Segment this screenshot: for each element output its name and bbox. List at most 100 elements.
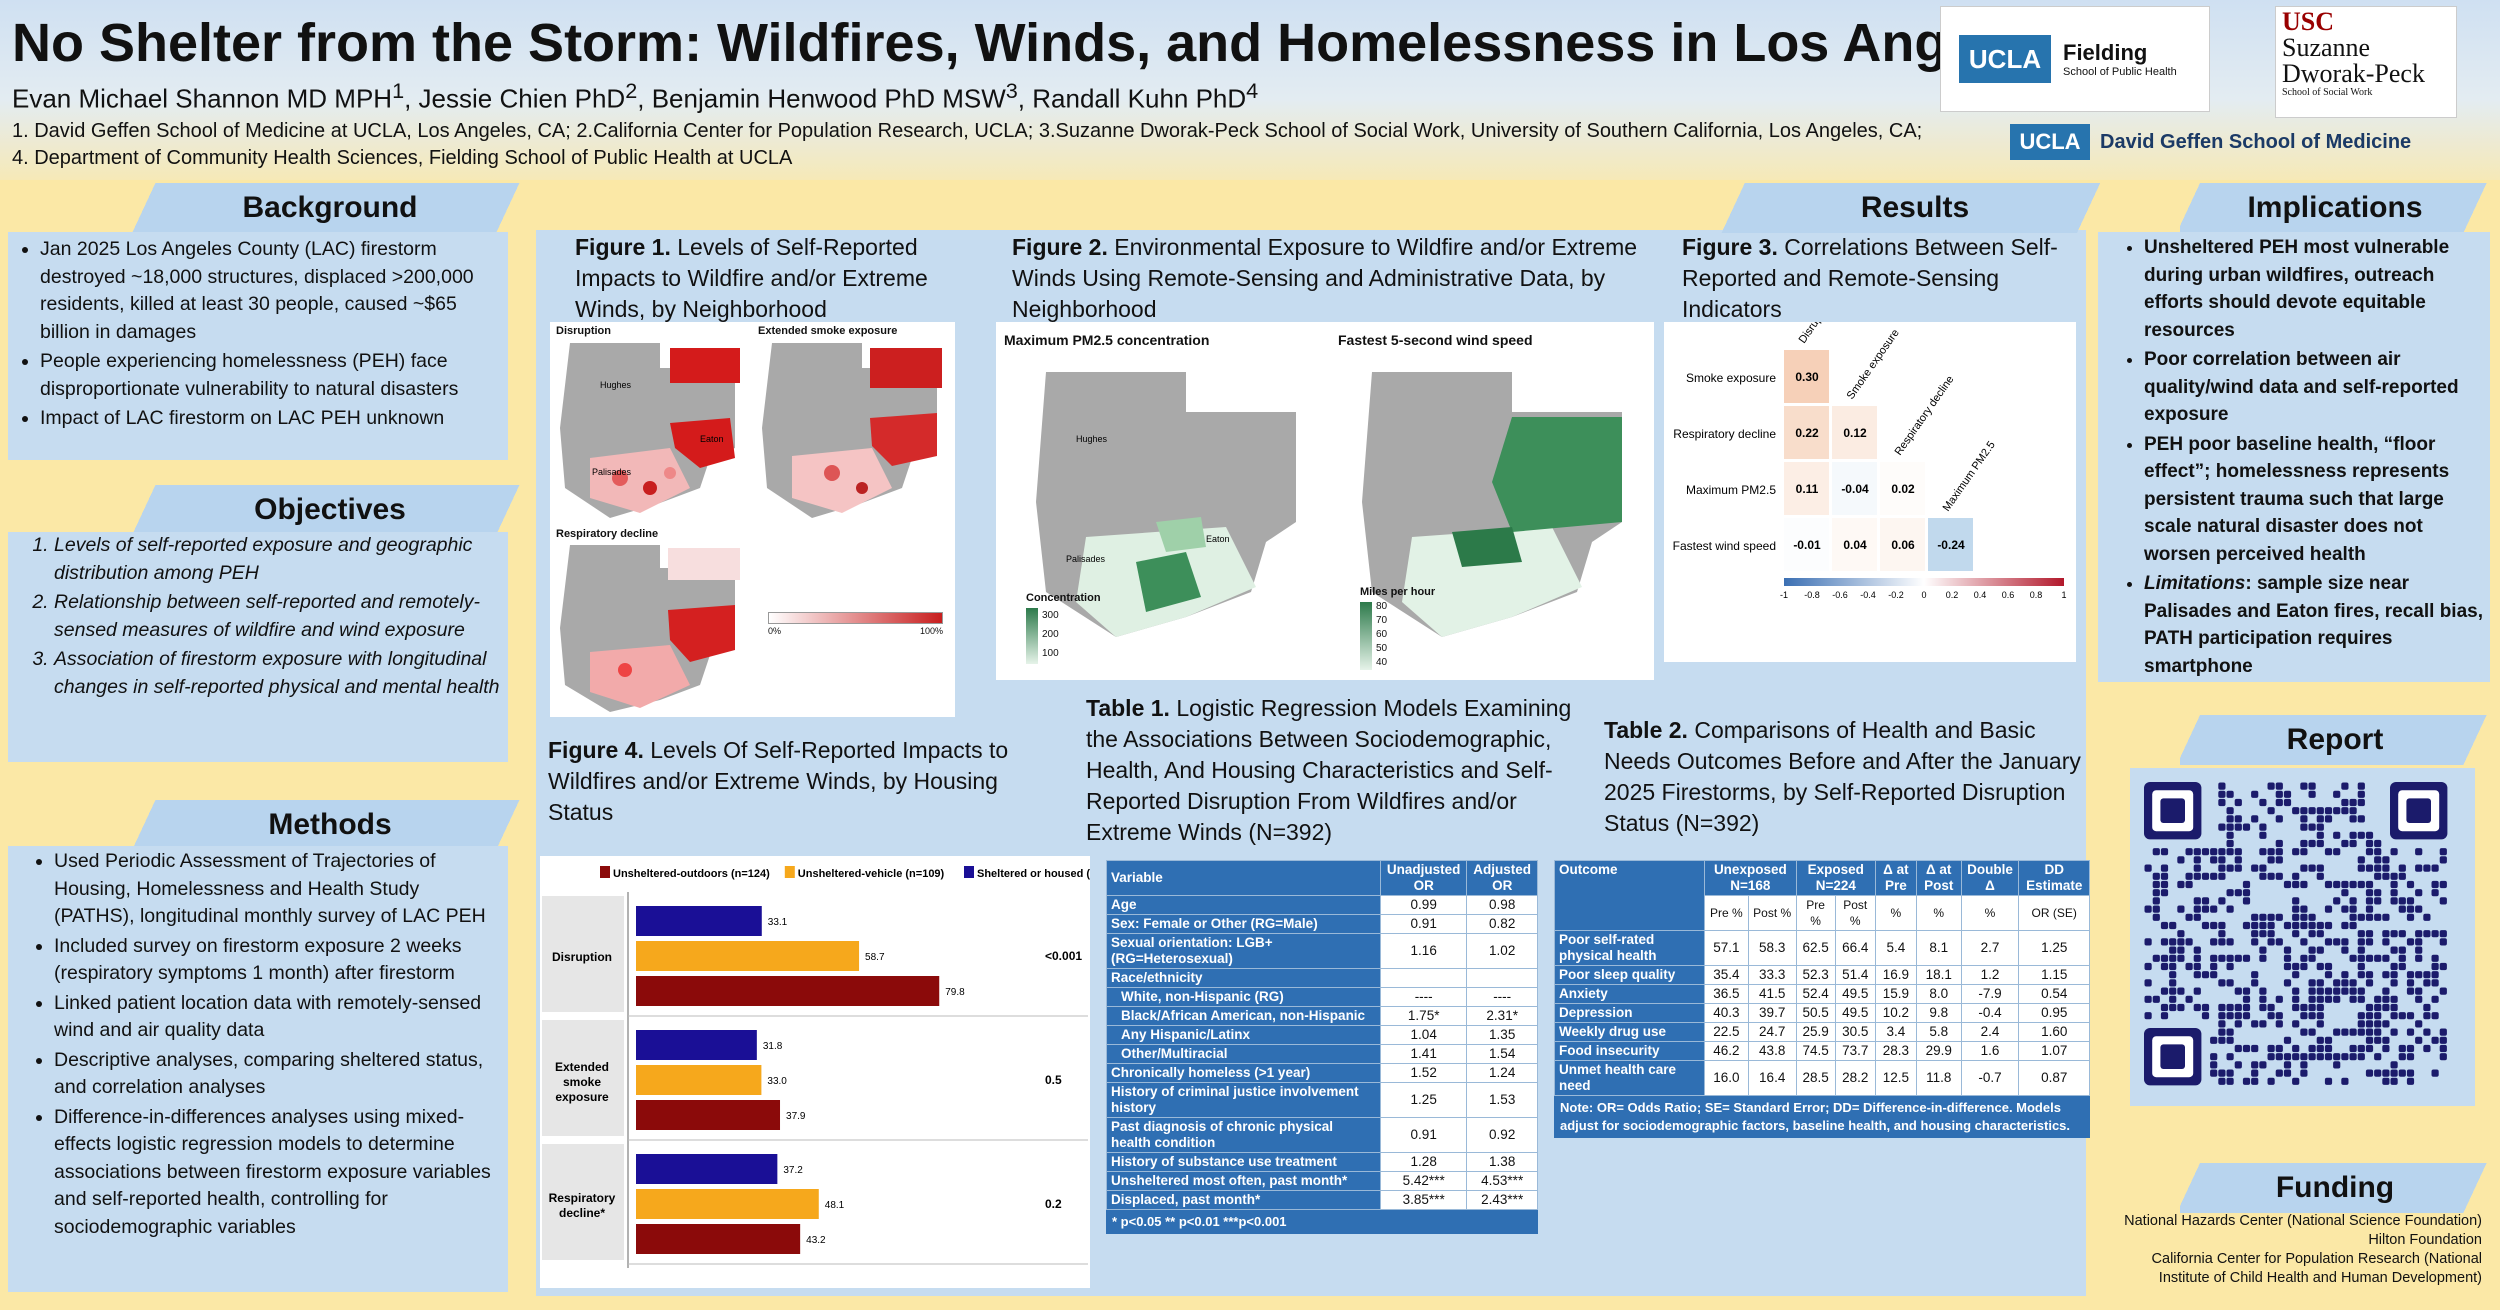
bar [636, 906, 762, 936]
objectives-list: Levels of self-reported exposure and geo… [14, 532, 502, 701]
smoke-exposure-map [762, 343, 942, 518]
heatmap-value: 0.04 [1843, 538, 1867, 552]
table-1-title: Table 1. Logistic Regression Models Exam… [1086, 695, 1572, 845]
heatmap-row-label: Fastest wind speed [1673, 539, 1776, 553]
table-2-note: Note: OR= Odds Ratio; SE= Standard Error… [1554, 1096, 2090, 1138]
fig2-legend-1-bar [1026, 608, 1038, 664]
ucla-fielding-logo: UCLA Fielding School of Public Health [1940, 6, 2210, 112]
svg-text:Palisades: Palisades [592, 467, 632, 477]
bar [636, 1154, 778, 1184]
scale-tick: 0.2 [1946, 590, 1959, 600]
heatmap-cell [1832, 406, 1877, 459]
heatmap-col-label: Smoke exposure [1845, 327, 1902, 402]
figure-2-maps: Maximum PM2.5 concentration Fastest 5-se… [996, 322, 1654, 680]
objectives-heading: Objectives [130, 485, 530, 535]
implications-panel: Unsheltered PEH most vulnerable during u… [2098, 232, 2490, 682]
funding-list: National Hazards Center (National Scienc… [2124, 1213, 2482, 1286]
heatmap-value: -0.01 [1793, 538, 1821, 552]
heatmap-cell [1784, 462, 1829, 515]
table-row: Black/African American, non-Hispanic 1.75… [1106, 1006, 1538, 1026]
methods-panel: Used Periodic Assessment of Trajectories… [8, 846, 508, 1292]
table-row: White, non-Hispanic (RG) ---- ---- [1106, 987, 1538, 1007]
author: Evan Michael Shannon MD MPH [12, 83, 393, 114]
table-row: Any Hispanic/Latinx 1.04 1.35 [1106, 1025, 1538, 1045]
heatmap-value: 0.30 [1795, 370, 1819, 384]
category-label: Extended [555, 1060, 609, 1074]
category-label: exposure [555, 1090, 609, 1104]
pm25-map: Hughes Eaton Palisades [1036, 372, 1296, 637]
figure-4-title: Figure 4. Levels Of Self-Reported Impact… [548, 737, 1009, 825]
methods-list: Used Periodic Assessment of Trajectories… [14, 848, 502, 1241]
scale-tick: 0.8 [2030, 590, 2043, 600]
svg-text:Hughes: Hughes [1076, 434, 1108, 444]
heatmap-value: -0.24 [1937, 538, 1965, 552]
legend-swatch [600, 866, 610, 878]
report-heading: Report [2180, 715, 2490, 765]
dgsom-logo: UCLA David Geffen School of Medicine [2010, 124, 2411, 160]
scale-tick: -0.8 [1804, 590, 1820, 600]
figure-2-title: Figure 2. Environmental Exposure to Wild… [1012, 234, 1638, 322]
svg-text:Hughes: Hughes [600, 380, 632, 390]
bar-value-label: 37.2 [783, 1165, 803, 1176]
legend-entry: Unsheltered-vehicle (n=109) [798, 868, 945, 880]
heatmap-cell [1832, 518, 1877, 571]
bar [636, 1224, 801, 1254]
table-row: Sex: Female or Other (RG=Male) 0.91 0.82 [1106, 914, 1538, 934]
legend-swatch [784, 866, 795, 878]
heatmap-color-scale [1784, 578, 2064, 586]
table-row: Other/Multiracial 1.41 1.54 [1106, 1044, 1538, 1064]
heatmap-value: 0.02 [1891, 482, 1915, 496]
category-band [542, 1020, 624, 1136]
svg-text:Palisades: Palisades [1066, 554, 1106, 564]
heatmap-value: 0.06 [1891, 538, 1915, 552]
bar [636, 1065, 762, 1095]
heatmap-row-label: Respiratory decline [1673, 427, 1776, 441]
category-band [542, 896, 624, 1012]
implications-heading: Implications [2180, 183, 2490, 233]
category-label: decline* [559, 1206, 605, 1220]
bar-value-label: 33.1 [768, 917, 788, 928]
methods-heading: Methods [130, 800, 530, 850]
p-value-label: 0.5 [1045, 1073, 1062, 1087]
table-row: Unsheltered most often, past month* 5.42*… [1106, 1171, 1538, 1191]
heatmap-cell [1832, 462, 1877, 515]
category-label: smoke [563, 1075, 601, 1089]
table-row: Unmet health care need 16.0 16.4 28.5 28.2 12… [1554, 1060, 2090, 1096]
figure-1-maps: Disruption Extended smoke exposure Respi… [550, 322, 955, 717]
qr-code-icon[interactable] [2144, 782, 2461, 1092]
funding-heading: Funding [2180, 1163, 2490, 1213]
table-2: Outcome Unexposed N=168 Exposed N=224 Δ … [1554, 860, 2090, 1138]
bar-value-label: 31.8 [763, 1041, 783, 1052]
bar [636, 941, 860, 971]
wind-map [1362, 372, 1622, 637]
scale-tick: -0.4 [1860, 590, 1876, 600]
objectives-panel: Levels of self-reported exposure and geo… [8, 532, 508, 762]
bar-value-label: 33.0 [767, 1076, 787, 1087]
bar [636, 1189, 819, 1219]
p-value-label: <0.001 [1045, 949, 1082, 963]
bar-value-label: 58.7 [865, 952, 885, 963]
heatmap-cell [1880, 462, 1925, 515]
author-list: Evan Michael Shannon MD MPH1, Jessie Chi… [12, 78, 1259, 114]
heatmap-col-label: Respiratory decline [1893, 374, 1957, 458]
table-row: Depression 40.3 39.7 50.5 49.5 10.2 9.8 -0.4 0.9… [1554, 1003, 2090, 1023]
scale-tick: -0.6 [1832, 590, 1848, 600]
heatmap-row-label: Maximum PM2.5 [1686, 483, 1776, 497]
author: , Randall Kuhn PhD [1017, 83, 1247, 114]
heatmap-cell [1928, 518, 1973, 571]
bar [636, 1100, 781, 1130]
bar-value-label: 37.9 [786, 1111, 806, 1122]
report-panel [2130, 768, 2475, 1106]
bar-value-label: 79.8 [945, 987, 965, 998]
fig1-color-scale [768, 612, 943, 624]
heatmap-value: -0.04 [1841, 482, 1869, 496]
author: , Benjamin Henwood PhD MSW [637, 83, 1006, 114]
legend-entry: Sheltered or housed (n=148) [977, 868, 1090, 880]
heatmap-value: 0.12 [1843, 426, 1867, 440]
scale-tick: -0.2 [1888, 590, 1904, 600]
poster-title: No Shelter from the Storm: Wildfires, Wi… [12, 13, 2053, 73]
table-row: Chronically homeless (>1 year) 1.52 1.24 [1106, 1063, 1538, 1083]
table-row: Displaced, past month* 3.85*** 2.43*** [1106, 1190, 1538, 1210]
heatmap-col-label: Disruption [1797, 322, 1835, 346]
table-1: Variable Unadjusted OR Adjusted OR Age 0.99… [1106, 860, 1538, 1234]
